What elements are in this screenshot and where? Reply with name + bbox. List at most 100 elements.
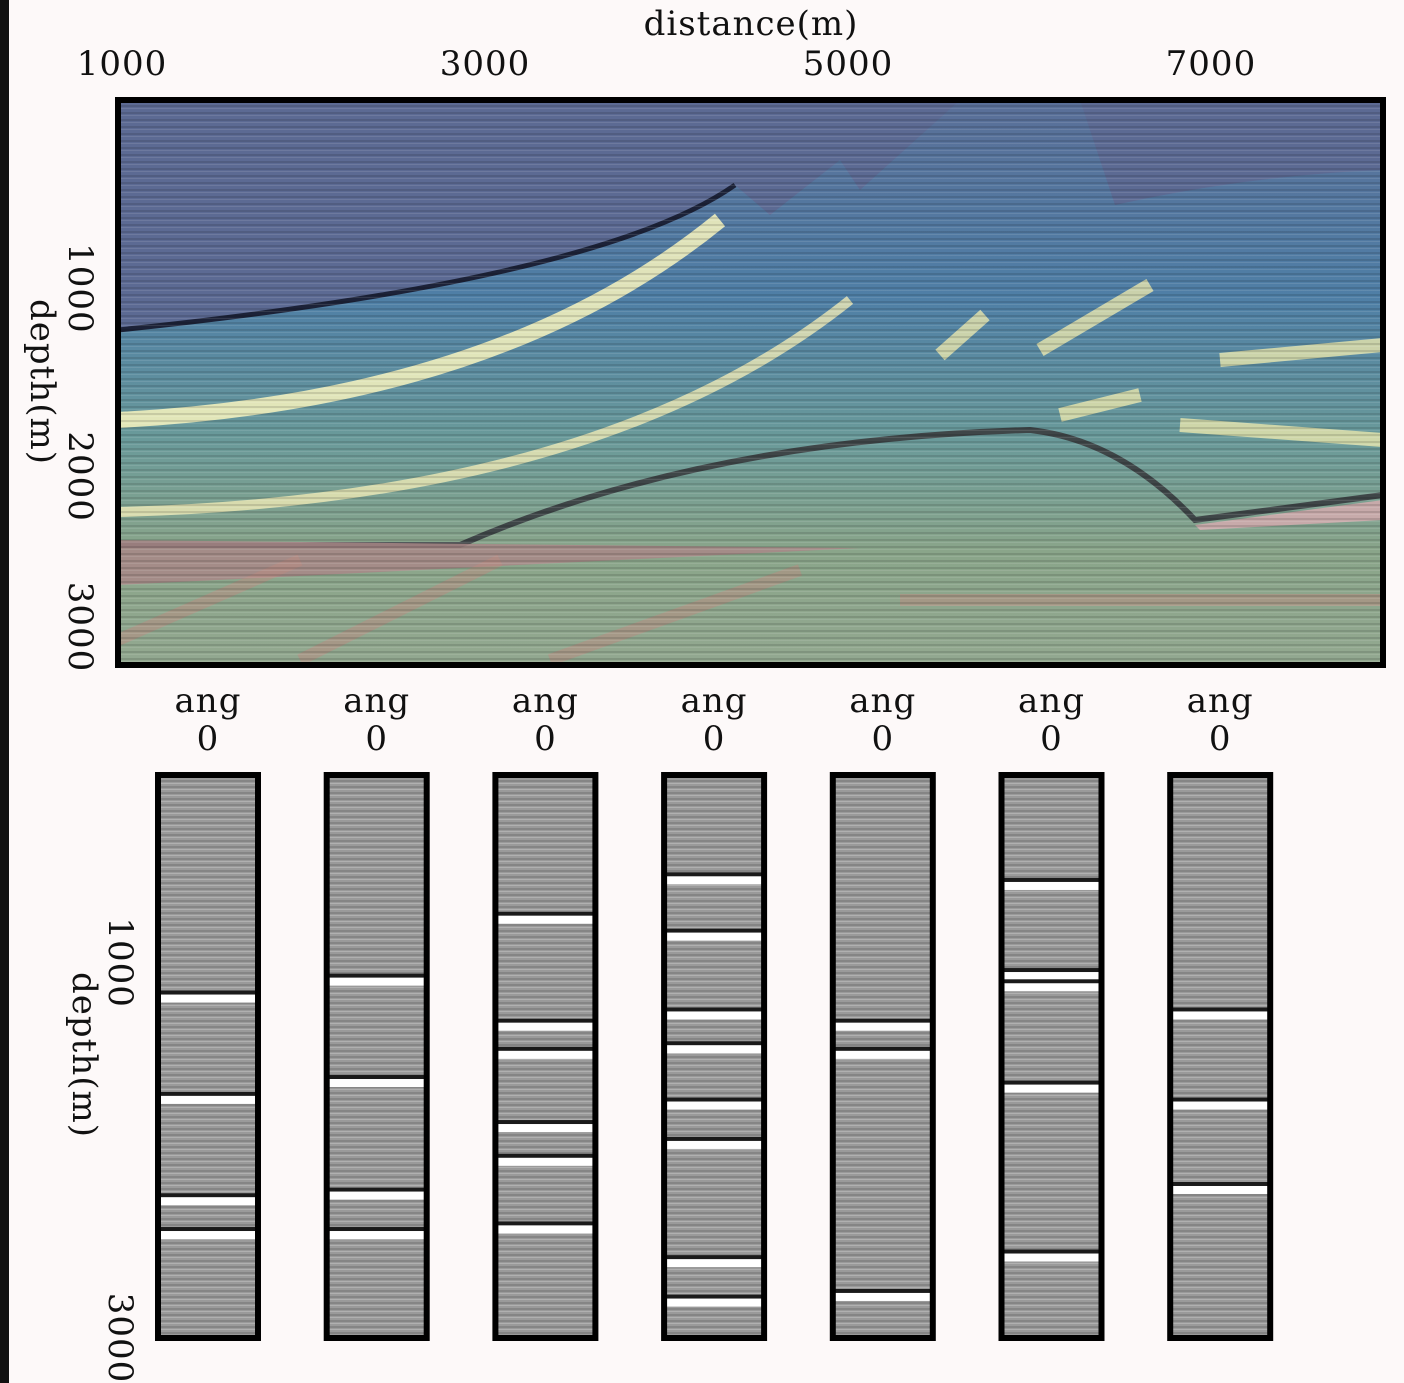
y-tick-label: 3000 bbox=[60, 582, 100, 673]
y-tick-label: 1000 bbox=[60, 243, 100, 334]
seismic-image bbox=[118, 100, 1383, 665]
dark-band bbox=[1170, 1097, 1271, 1102]
angle-gather bbox=[155, 772, 261, 1341]
panel-label: ang bbox=[681, 681, 748, 721]
bright-band bbox=[495, 1225, 596, 1234]
panel-label: ang bbox=[512, 681, 579, 721]
y-tick-label: 2000 bbox=[60, 431, 100, 522]
y-tick-label: 3000 bbox=[100, 1293, 140, 1383]
panel-label: ang bbox=[343, 681, 410, 721]
angle-gather bbox=[829, 772, 936, 1341]
bright-band bbox=[1001, 972, 1102, 981]
bright-band bbox=[1001, 1253, 1102, 1262]
bright-band bbox=[1001, 983, 1102, 992]
dark-band bbox=[326, 973, 427, 978]
panel-value: 0 bbox=[1209, 719, 1232, 759]
dark-band bbox=[495, 911, 596, 916]
gather-frame bbox=[829, 772, 936, 1341]
dark-band bbox=[495, 1221, 596, 1226]
dark-band bbox=[664, 1007, 765, 1012]
dark-band bbox=[1001, 1249, 1102, 1254]
bright-band bbox=[832, 1022, 933, 1031]
gather-image bbox=[158, 775, 258, 1338]
bright-band bbox=[495, 1124, 596, 1133]
bright-band bbox=[158, 1231, 258, 1240]
y-tick-label: 1000 bbox=[100, 917, 140, 1008]
panel-value: 0 bbox=[197, 719, 220, 759]
dark-band bbox=[158, 1091, 258, 1096]
dark-band bbox=[158, 1193, 258, 1198]
bright-band bbox=[832, 1050, 933, 1059]
dark-band bbox=[832, 1288, 933, 1293]
bright-band bbox=[326, 1231, 427, 1240]
bright-band bbox=[664, 1259, 765, 1268]
gather-image bbox=[1001, 775, 1102, 1338]
screen-edge bbox=[0, 0, 9, 1383]
bright-band bbox=[158, 1197, 258, 1206]
bright-band bbox=[664, 1298, 765, 1307]
y-axis-label: depth(m) bbox=[64, 972, 104, 1138]
x-tick-label: 5000 bbox=[803, 44, 894, 84]
dark-band bbox=[832, 1046, 933, 1051]
angle-gather bbox=[323, 772, 430, 1341]
angle-gather bbox=[661, 772, 768, 1341]
bright-band bbox=[1170, 1185, 1271, 1194]
gather-frame bbox=[155, 772, 261, 1341]
dark-band bbox=[495, 1046, 596, 1051]
image-frame bbox=[115, 97, 1386, 668]
panel-label: ang bbox=[175, 681, 242, 721]
gather-frame bbox=[1167, 772, 1274, 1341]
bright-band bbox=[326, 977, 427, 986]
bright-band bbox=[664, 1140, 765, 1149]
dark-band bbox=[495, 1120, 596, 1125]
angle-gather bbox=[1167, 772, 1274, 1341]
y-axis-label: depth(m) bbox=[22, 299, 62, 465]
panel-label: ang bbox=[849, 681, 916, 721]
bright-band bbox=[495, 1022, 596, 1031]
gather-image bbox=[326, 775, 427, 1338]
gather-frame bbox=[323, 772, 430, 1341]
bright-band bbox=[1170, 1011, 1271, 1020]
dark-band bbox=[326, 1075, 427, 1080]
gather-frame bbox=[492, 772, 599, 1341]
bright-band bbox=[664, 1011, 765, 1020]
bright-band bbox=[664, 1101, 765, 1110]
dark-band bbox=[664, 872, 765, 877]
gather-frame bbox=[661, 772, 768, 1341]
panel-value: 0 bbox=[365, 719, 388, 759]
panel-label: ang bbox=[1187, 681, 1254, 721]
x-tick-label: 7000 bbox=[1166, 44, 1257, 84]
bright-band bbox=[158, 994, 258, 1003]
gather-frame bbox=[998, 772, 1105, 1341]
bright-band bbox=[158, 1095, 258, 1104]
bright-band bbox=[326, 1079, 427, 1088]
dark-band bbox=[158, 1227, 258, 1232]
dark-band bbox=[1001, 877, 1102, 882]
bright-band bbox=[495, 1050, 596, 1059]
dark-band bbox=[664, 1255, 765, 1260]
bright-band bbox=[495, 1157, 596, 1166]
bright-band bbox=[832, 1292, 933, 1301]
bright-band bbox=[495, 915, 596, 924]
angle-gather bbox=[998, 772, 1105, 1341]
dark-band bbox=[1170, 1007, 1271, 1012]
bright-band bbox=[664, 1045, 765, 1054]
x-axis-label: distance(m) bbox=[644, 4, 859, 44]
dark-band bbox=[1001, 968, 1102, 973]
bright-band bbox=[1001, 881, 1102, 890]
dark-band bbox=[664, 1136, 765, 1141]
dark-band bbox=[664, 1097, 765, 1102]
dark-band bbox=[326, 1187, 427, 1192]
panel-value: 0 bbox=[703, 719, 726, 759]
dark-band bbox=[664, 1041, 765, 1046]
dark-band bbox=[664, 1294, 765, 1299]
panel-value: 0 bbox=[534, 719, 557, 759]
panel-value: 0 bbox=[871, 719, 894, 759]
panel-label: ang bbox=[1018, 681, 1085, 721]
dark-band bbox=[495, 1153, 596, 1158]
bright-band bbox=[1001, 1084, 1102, 1093]
bright-band bbox=[1170, 1101, 1271, 1110]
dark-band bbox=[664, 928, 765, 933]
angle-gather bbox=[492, 772, 599, 1341]
